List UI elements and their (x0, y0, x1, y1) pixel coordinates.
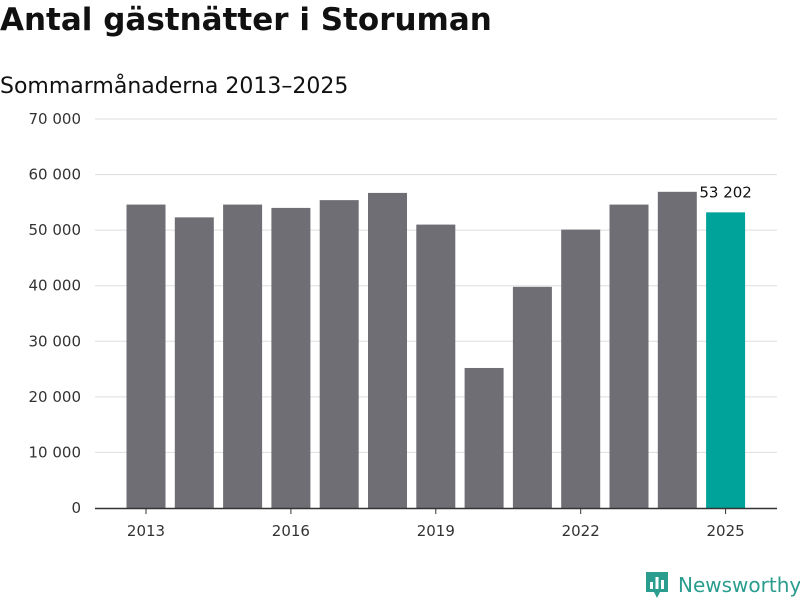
bar (319, 200, 359, 509)
bar (174, 217, 214, 508)
y-tick-label: 20 000 (29, 388, 82, 406)
x-tick-label: 2025 (707, 522, 745, 540)
y-tick-label: 10 000 (29, 443, 82, 461)
chart-subtitle: Sommarmånaderna 2013–2025 (0, 74, 349, 99)
y-tick-label: 40 000 (29, 277, 82, 295)
brand-name: Newsworthy (678, 573, 800, 597)
data-label: 53 202 (699, 183, 752, 201)
bar (561, 229, 601, 508)
x-tick-label: 2022 (562, 522, 600, 540)
labels: 0 10 000 20 000 30 000 40 000 50 000 60 000 70 … (29, 110, 752, 540)
y-tick-label: 50 000 (29, 221, 82, 239)
bar (223, 204, 263, 508)
y-tick-label: 30 000 (29, 332, 82, 350)
bar (657, 191, 697, 508)
chart-title: Antal gästnätter i Storuman (0, 2, 492, 38)
x-tick-label: 2019 (417, 522, 455, 540)
bars (126, 191, 746, 509)
x-tick-label: 2016 (272, 522, 310, 540)
bar-highlight (706, 212, 746, 509)
newsworthy-logo-icon (646, 572, 668, 598)
newsworthy-logo: Newsworthy (644, 570, 800, 600)
bar (368, 192, 407, 508)
bar (126, 204, 166, 508)
bar (464, 367, 504, 508)
bar (416, 224, 456, 509)
x-tick-label: 2013 (127, 522, 165, 540)
bar (609, 204, 649, 508)
y-tick-label: 70 000 (29, 110, 82, 128)
bar (271, 207, 311, 508)
y-tick-label: 60 000 (29, 166, 82, 184)
bar (512, 286, 552, 508)
axes (95, 507, 777, 514)
y-tick-label: 0 (71, 499, 81, 517)
